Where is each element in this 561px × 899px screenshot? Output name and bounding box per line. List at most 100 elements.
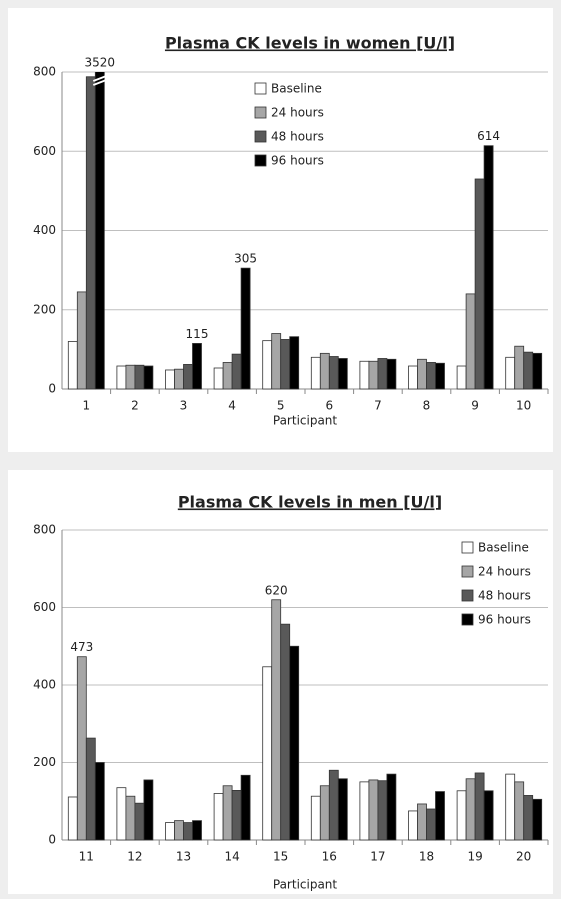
legend-label: 48 hours bbox=[271, 130, 324, 144]
bar bbox=[386, 773, 397, 841]
value-label: 3520 bbox=[85, 56, 116, 70]
x-tick-label: 16 bbox=[322, 850, 337, 864]
x-axis-label: Participant bbox=[273, 414, 338, 428]
bar bbox=[85, 76, 96, 390]
x-tick-label: 6 bbox=[325, 399, 333, 413]
x-tick-label: 7 bbox=[374, 399, 382, 413]
legend-label: 48 hours bbox=[478, 589, 531, 603]
bar bbox=[125, 364, 136, 390]
y-tick-label: 600 bbox=[33, 600, 56, 614]
bar bbox=[456, 790, 467, 841]
legend-swatch bbox=[461, 589, 474, 602]
bar bbox=[262, 340, 273, 390]
bar bbox=[408, 365, 418, 390]
bar bbox=[435, 362, 445, 390]
x-tick-label: 17 bbox=[370, 850, 385, 864]
bars bbox=[67, 72, 543, 390]
bar bbox=[289, 336, 300, 390]
bar bbox=[289, 645, 300, 841]
bar bbox=[134, 802, 145, 841]
legend-label: 24 hours bbox=[271, 106, 324, 120]
bar bbox=[465, 778, 476, 841]
x-tick-label: 13 bbox=[176, 850, 191, 864]
x-tick-label: 15 bbox=[273, 850, 288, 864]
bar bbox=[143, 365, 154, 390]
legend-swatch bbox=[254, 154, 267, 167]
bar bbox=[328, 769, 339, 841]
bar bbox=[483, 790, 494, 841]
value-label: 115 bbox=[186, 327, 209, 341]
value-label: 473 bbox=[70, 640, 93, 654]
bar bbox=[76, 291, 87, 390]
chart-title: Plasma CK levels in men [U/l] bbox=[178, 493, 442, 512]
legend-swatch bbox=[461, 541, 474, 554]
bar bbox=[213, 367, 224, 390]
bar bbox=[174, 820, 184, 841]
bar bbox=[280, 623, 291, 841]
legend-swatch bbox=[254, 106, 267, 119]
bar bbox=[505, 356, 516, 390]
bar bbox=[474, 772, 485, 841]
legend-label: 96 hours bbox=[271, 154, 324, 168]
bar bbox=[319, 352, 330, 390]
bar bbox=[328, 356, 339, 390]
bar bbox=[359, 781, 370, 841]
bar bbox=[465, 293, 476, 390]
bar bbox=[94, 72, 105, 390]
legend-swatch bbox=[254, 82, 267, 95]
bar bbox=[417, 358, 427, 390]
bar bbox=[240, 774, 251, 841]
axis-break bbox=[92, 75, 107, 82]
bar bbox=[134, 364, 145, 390]
x-tick-label: 4 bbox=[228, 399, 236, 413]
bar bbox=[67, 341, 78, 390]
x-tick-label: 1 bbox=[82, 399, 90, 413]
y-tick-label: 200 bbox=[33, 755, 56, 769]
bar bbox=[377, 780, 388, 841]
bar bbox=[231, 353, 242, 390]
bar bbox=[213, 793, 224, 841]
chart-title: Plasma CK levels in women [U/l] bbox=[165, 34, 455, 53]
value-label: 620 bbox=[265, 583, 288, 597]
bar bbox=[262, 666, 273, 841]
bar bbox=[165, 822, 175, 841]
bar bbox=[125, 795, 136, 841]
bar bbox=[359, 360, 370, 390]
bar bbox=[426, 362, 436, 390]
value-label: 614 bbox=[477, 129, 500, 143]
bar bbox=[94, 762, 105, 841]
legend-swatch bbox=[254, 130, 267, 143]
bar bbox=[116, 787, 127, 841]
bar bbox=[474, 178, 485, 390]
y-tick-label: 0 bbox=[48, 382, 56, 396]
y-tick-label: 600 bbox=[33, 144, 56, 158]
bar bbox=[183, 822, 193, 841]
bar bbox=[408, 810, 418, 841]
bar bbox=[192, 343, 202, 390]
value-label: 305 bbox=[234, 252, 257, 266]
y-tick-label: 400 bbox=[33, 678, 56, 692]
x-tick-label: 14 bbox=[224, 850, 239, 864]
x-tick-label: 10 bbox=[516, 399, 531, 413]
bar bbox=[310, 356, 321, 390]
bar bbox=[368, 779, 379, 841]
bars bbox=[67, 599, 543, 841]
bar bbox=[532, 352, 543, 390]
bar bbox=[456, 365, 467, 390]
x-tick-label: 11 bbox=[79, 850, 94, 864]
bar bbox=[426, 808, 436, 841]
bar bbox=[523, 351, 534, 390]
bar bbox=[386, 358, 397, 390]
bar bbox=[483, 145, 494, 390]
bar bbox=[514, 781, 525, 841]
x-tick-label: 18 bbox=[419, 850, 434, 864]
bar bbox=[368, 360, 379, 390]
x-tick-label: 3 bbox=[180, 399, 188, 413]
x-axis-label: Participant bbox=[273, 878, 338, 892]
legend-swatch bbox=[461, 565, 474, 578]
bar bbox=[192, 820, 202, 841]
axis-break bbox=[92, 79, 107, 86]
legend-label: Baseline bbox=[478, 541, 529, 555]
